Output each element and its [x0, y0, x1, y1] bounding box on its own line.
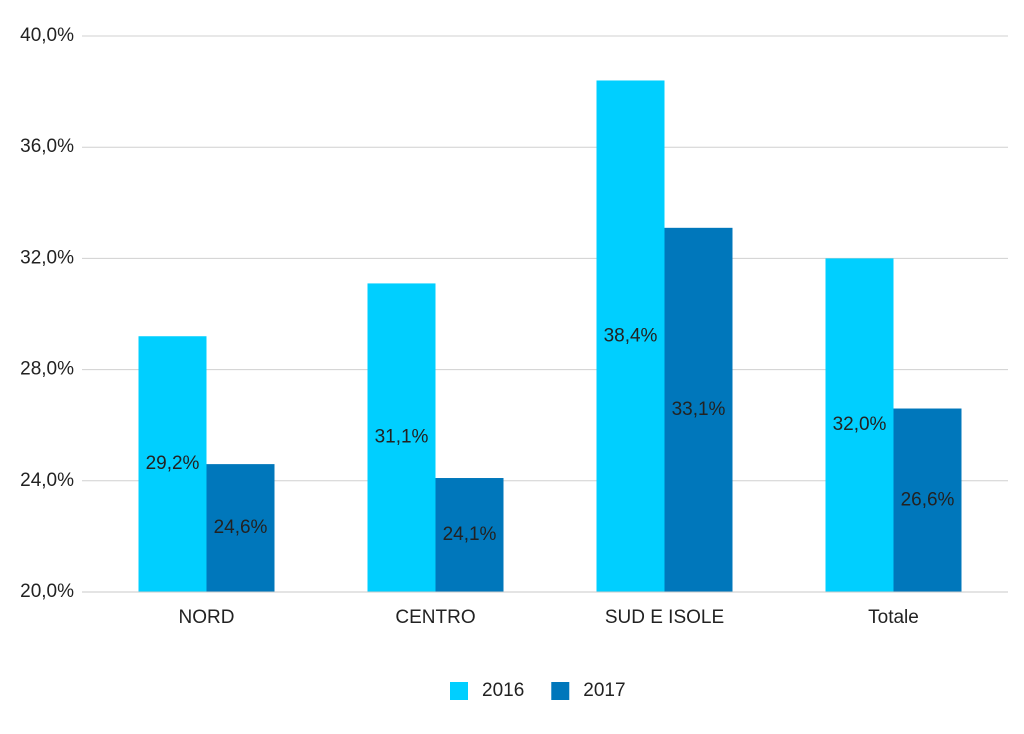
y-tick-label: 36,0%: [20, 136, 74, 157]
y-tick-label: 20,0%: [20, 581, 74, 602]
bar: [138, 336, 207, 592]
bar: [206, 464, 275, 592]
legend-label: 2017: [583, 680, 625, 701]
x-tick-label: NORD: [179, 607, 235, 628]
y-tick-label: 32,0%: [20, 247, 74, 268]
value-label: 31,1%: [375, 427, 429, 448]
value-label: 24,6%: [214, 517, 268, 538]
x-tick-label: Totale: [868, 607, 919, 628]
bar: [596, 80, 665, 592]
bar: [825, 258, 894, 592]
bar: [664, 227, 733, 592]
x-tick-label: CENTRO: [395, 607, 475, 628]
legend-swatch: [450, 682, 468, 700]
value-label: 26,6%: [901, 489, 955, 510]
value-label: 33,1%: [672, 399, 726, 420]
bar: [893, 408, 962, 592]
x-tick-label: SUD E ISOLE: [605, 607, 724, 628]
y-tick-label: 24,0%: [20, 470, 74, 491]
y-tick-label: 28,0%: [20, 359, 74, 380]
bar: [367, 283, 436, 592]
value-label: 29,2%: [146, 453, 200, 474]
legend-swatch: [551, 682, 570, 700]
value-label: 38,4%: [604, 325, 658, 346]
legend-label: 2016: [482, 680, 524, 701]
y-tick-label: 40,0%: [20, 25, 74, 46]
value-label: 32,0%: [833, 414, 887, 435]
value-label: 24,1%: [443, 524, 497, 545]
bar: [435, 478, 504, 592]
